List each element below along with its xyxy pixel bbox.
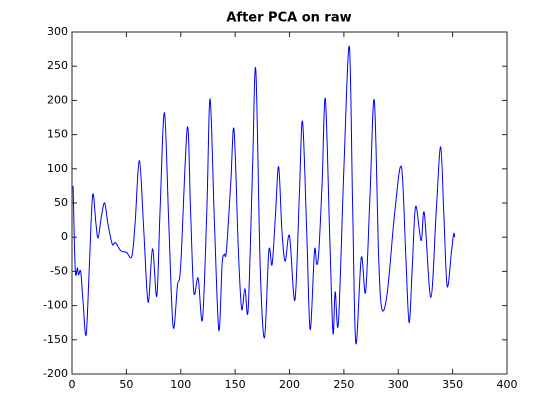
x-tick-label: 50 [119, 378, 133, 391]
y-tick-label: 50 [54, 196, 68, 209]
y-tick-label: -200 [43, 367, 68, 380]
y-tick-label: 150 [47, 128, 68, 141]
y-tick-label: 300 [47, 25, 68, 38]
y-tick-label: 200 [47, 93, 68, 106]
x-tick-label: 250 [333, 378, 354, 391]
plot-area [72, 32, 507, 374]
y-tick-label: -150 [43, 333, 68, 346]
x-tick-label: 400 [497, 378, 518, 391]
chart-title: After PCA on raw [226, 11, 351, 26]
x-tick-label: 350 [442, 378, 463, 391]
data-line [72, 45, 456, 344]
y-tick-label: 100 [47, 162, 68, 175]
x-tick-label: 0 [69, 378, 76, 391]
y-tick-label: -50 [50, 264, 68, 277]
y-tick-label: -100 [43, 299, 68, 312]
y-tick-label: 0 [61, 230, 68, 243]
x-tick-label: 150 [225, 378, 246, 391]
x-tick-label: 200 [279, 378, 300, 391]
x-tick-label: 300 [388, 378, 409, 391]
x-tick-label: 100 [170, 378, 191, 391]
axes-frame [71, 31, 508, 375]
y-tick-label: 250 [47, 59, 68, 72]
